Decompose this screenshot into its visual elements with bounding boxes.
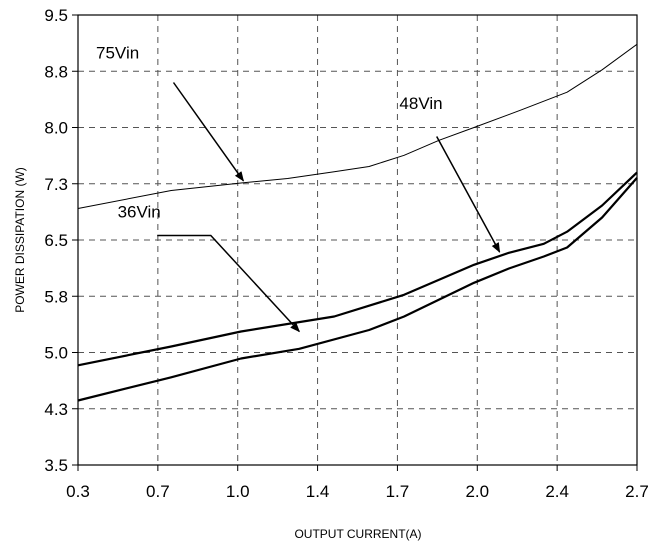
y-tick-label: 5.0 bbox=[44, 344, 68, 363]
x-tick-label: 0.3 bbox=[66, 482, 90, 501]
y-tick-label: 6.5 bbox=[44, 231, 68, 250]
y-tick-label: 4.3 bbox=[44, 400, 68, 419]
x-tick-label: 2.4 bbox=[545, 482, 569, 501]
annotation-label-75vin: 75Vin bbox=[96, 44, 139, 63]
annotation-arrow-75vin bbox=[172, 82, 245, 182]
annotation-label-36vin: 36Vin bbox=[118, 203, 161, 222]
x-tick-label: 1.0 bbox=[226, 482, 250, 501]
x-tick-label: 1.4 bbox=[306, 482, 330, 501]
y-tick-label: 8.8 bbox=[44, 62, 68, 81]
annotation-arrow-48vin bbox=[436, 136, 501, 253]
x-tick-label: 2.7 bbox=[625, 482, 649, 501]
y-tick-label: 8.0 bbox=[44, 119, 68, 138]
plot-frame bbox=[77, 14, 638, 466]
x-axis-title: OUTPUT CURRENT(A) bbox=[294, 527, 421, 541]
series-line-75vin bbox=[77, 43, 638, 209]
x-tick-label: 0.7 bbox=[146, 482, 170, 501]
axis-layer: 0.3 0.7 1.0 1.4 1.7 2.0 2.4 2.7 3.5 4.3 5.0 5.8 6.5 7… bbox=[44, 6, 648, 501]
annotation-layer: 75Vin 48Vin 36Vin bbox=[96, 44, 501, 333]
series-line-36vin bbox=[77, 177, 638, 402]
annotation-label-48vin: 48Vin bbox=[399, 94, 442, 113]
series-layer bbox=[77, 43, 638, 402]
y-tick-label: 9.5 bbox=[44, 6, 68, 25]
y-axis-title: POWER DISSIPATION (W) bbox=[13, 167, 27, 313]
x-tick-label: 2.0 bbox=[465, 482, 489, 501]
y-tick-label: 5.8 bbox=[44, 287, 68, 306]
y-tick-label: 7.3 bbox=[44, 175, 68, 194]
series-line-48vin bbox=[77, 171, 638, 367]
grid-layer bbox=[78, 15, 637, 465]
annotation-arrow-36vin bbox=[157, 234, 300, 333]
x-tick-label: 1.7 bbox=[386, 482, 410, 501]
y-tick-label: 3.5 bbox=[44, 456, 68, 475]
